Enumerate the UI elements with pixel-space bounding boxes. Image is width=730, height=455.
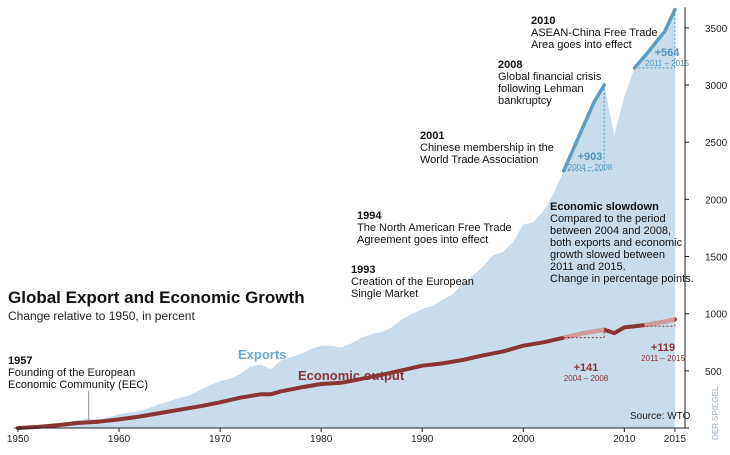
- delta-exports-2004-2008-value: +903: [578, 151, 603, 163]
- annotation-2001-year: 2001: [420, 130, 444, 142]
- x-tick-label-1970: 1970: [209, 434, 232, 445]
- y-tick-label-500: 500: [705, 367, 722, 378]
- slowdown-heading: Economic slowdown: [550, 201, 659, 213]
- annotation-1994-line-1: The North American Free Trade: [357, 222, 512, 234]
- annotation-1994-year: 1994: [357, 210, 382, 222]
- annotation-2008-line-1: Global financial crisis: [498, 71, 602, 83]
- text-layer: Global Export and Economic Growth Change…: [8, 288, 720, 440]
- delta-exports-2011-2015-value: +564: [655, 47, 681, 59]
- x-tick-label-2000: 2000: [512, 434, 535, 445]
- x-tick-label-2010: 2010: [613, 434, 636, 445]
- slowdown-line-5: 2011 and 2015.: [550, 261, 626, 273]
- annotation-1957-year: 1957: [8, 355, 32, 367]
- annotation-2010-line-1: ASEAN-China Free Trade: [531, 27, 658, 39]
- source-note: Source: WTO: [630, 411, 691, 422]
- annotation-2008-year: 2008: [498, 59, 522, 71]
- output-bracket-2011-2015: [634, 319, 676, 327]
- y-tick-label-2000: 2000: [705, 195, 728, 206]
- delta-exports-2004-2008-period: 2004 – 2008: [568, 163, 613, 172]
- exports-line-2004-2008: [561, 83, 606, 173]
- annotation-2001-line-2: World Trade Association: [420, 154, 538, 166]
- x-tick-label-1950: 1950: [7, 434, 30, 445]
- annotation-1957-line-1: Founding of the European: [8, 367, 135, 379]
- annotation-1993-line-1: Creation of the European: [351, 276, 474, 288]
- annotation-1957-line-2: Economic Community (EEC): [8, 379, 148, 391]
- annotation-2001-line-1: Chinese membership in the: [420, 142, 554, 154]
- slowdown-line-6: Change in percentage points.: [550, 273, 694, 285]
- slowdown-line-2: between 2004 and 2008,: [550, 225, 671, 237]
- x-tick-label-1960: 1960: [108, 434, 131, 445]
- delta-output-2011-2015-value: +119: [651, 342, 675, 354]
- slowdown-line-4: growth slowed between: [550, 249, 665, 261]
- delta-output-2011-2015-period: 2011 – 2015: [641, 354, 685, 363]
- exports-line-2011-2015: [632, 7, 677, 70]
- x-tick-label-1990: 1990: [411, 434, 434, 445]
- delta-output-2004-2008-value: +141: [574, 362, 599, 374]
- area-layer: [18, 9, 675, 428]
- y-tick-label-1000: 1000: [705, 310, 728, 321]
- exports-bracket-2011-2015: [634, 9, 676, 69]
- slowdown-line-1: Compared to the period: [550, 213, 666, 225]
- output-line-2011-2015: [644, 317, 676, 328]
- annotation-2010-line-2: Area goes into effect: [531, 39, 632, 51]
- annotation-1993-line-2: Single Market: [351, 288, 418, 300]
- y-tick-label-3500: 3500: [705, 24, 728, 35]
- y-tick-label-2500: 2500: [705, 138, 728, 149]
- output-bracket-2004-2008: [563, 329, 605, 339]
- exports-area: [18, 9, 675, 428]
- series-label-economic-output: Economic output: [298, 368, 405, 383]
- delta-exports-2011-2015-period: 2011 – 2015: [645, 59, 689, 68]
- output-line-2004-2008: [563, 327, 605, 340]
- chart-subtitle: Change relative to 1950, in percent: [8, 309, 195, 323]
- series-label-exports: Exports: [238, 347, 286, 362]
- axis-layer: 1950 1960 1970 1980 1990 2000 2010 2015 500 1000 1…: [7, 7, 728, 445]
- watermark: DER SPIEGEL: [711, 386, 720, 440]
- exports-bracket-2004-2008: [563, 85, 605, 172]
- annotation-2008-line-3: bankruptcy: [498, 95, 552, 107]
- x-tick-label-2015: 2015: [664, 434, 687, 445]
- y-tick-label-1500: 1500: [705, 253, 728, 264]
- annotation-2008-line-2: following Lehman: [498, 83, 584, 95]
- annotation-1994-line-2: Agreement goes into effect: [357, 234, 488, 246]
- annotation-2010-year: 2010: [531, 15, 555, 27]
- slowdown-line-3: both exports and economic: [550, 237, 683, 249]
- annotation-1993-year: 1993: [351, 264, 375, 276]
- chart-title: Global Export and Economic Growth: [8, 288, 305, 307]
- x-tick-label-1980: 1980: [310, 434, 333, 445]
- delta-output-2004-2008-period: 2004 – 2008: [564, 374, 609, 383]
- y-tick-label-3000: 3000: [705, 81, 728, 92]
